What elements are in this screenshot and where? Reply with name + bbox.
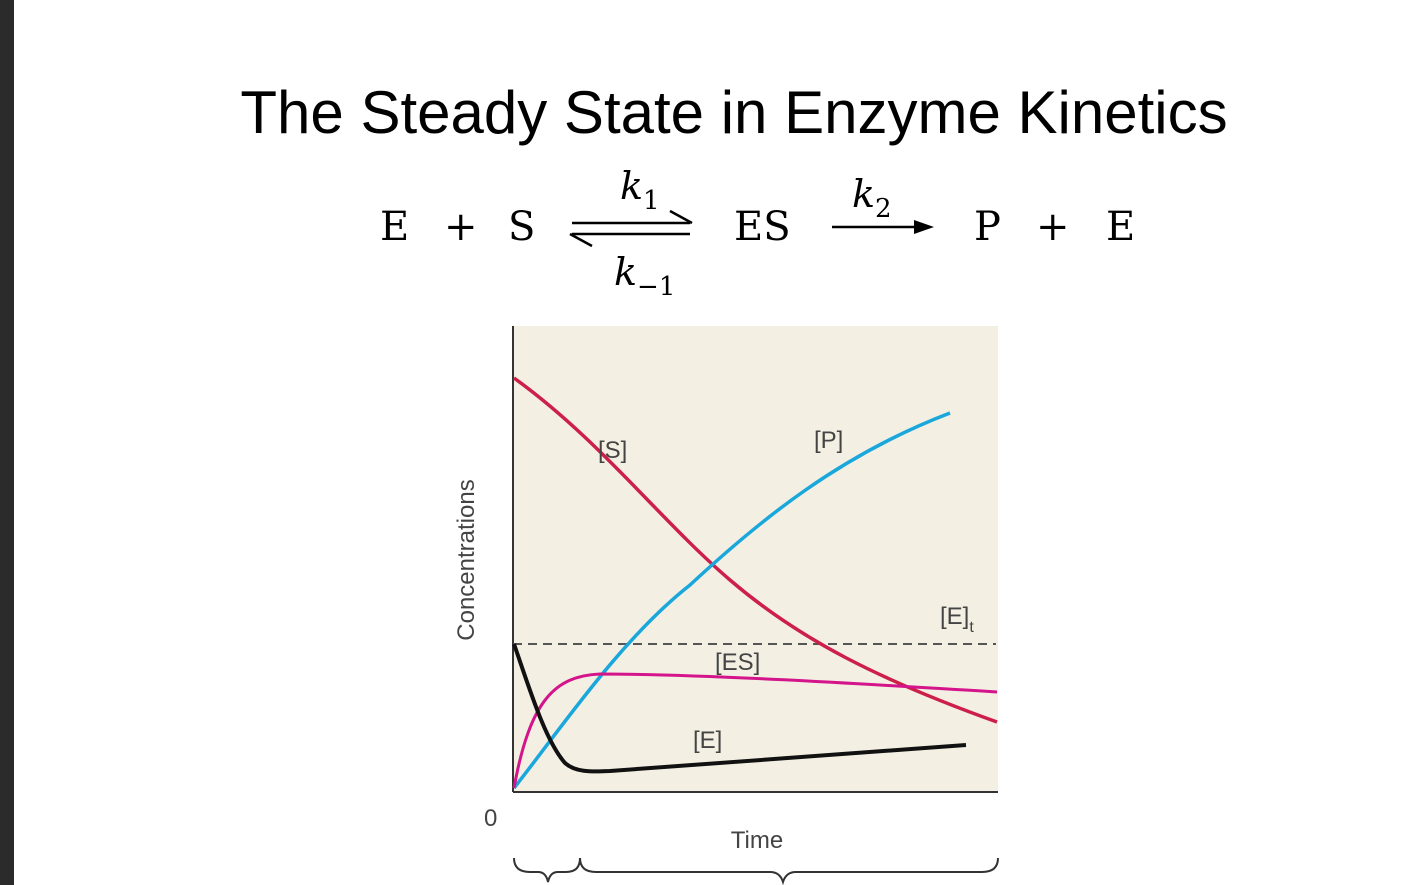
slide-title: The Steady State in Enzyme Kinetics (240, 79, 1228, 146)
total-enzyme-label: [E]t (940, 603, 974, 636)
equation-product: P (974, 204, 1001, 250)
rate-constant-k1: k1 (620, 164, 660, 216)
substrate-curve (512, 376, 998, 724)
steady-state-brace (579, 857, 999, 885)
product-curve (512, 411, 951, 790)
equation-enzyme: E (380, 204, 410, 250)
equation-plus-2: + (1036, 204, 1070, 250)
y-axis-label: Concentrations (453, 479, 480, 640)
equation-plus-1: + (444, 204, 478, 250)
equation-complex: ES (734, 204, 791, 250)
forward-arrow (832, 220, 934, 234)
origin-label: 0 (484, 805, 497, 832)
x-axis-label: Time (731, 827, 783, 854)
complex-label: [ES] (715, 649, 760, 676)
free-enzyme-label: [E] (693, 727, 722, 754)
pre-steady-state-brace (513, 857, 581, 883)
equation-enzyme-released: E (1106, 204, 1136, 250)
equation-substrate: S (508, 204, 536, 250)
equilibrium-arrows (569, 209, 693, 248)
window-edge (0, 0, 14, 885)
free-enzyme-curve (512, 643, 967, 774)
product-label: [P] (814, 427, 843, 454)
plot-background (513, 326, 998, 792)
rate-constant-k-minus-1: k−1 (614, 250, 676, 302)
rate-constant-k2: k2 (852, 172, 892, 224)
substrate-label: [S] (598, 437, 627, 464)
